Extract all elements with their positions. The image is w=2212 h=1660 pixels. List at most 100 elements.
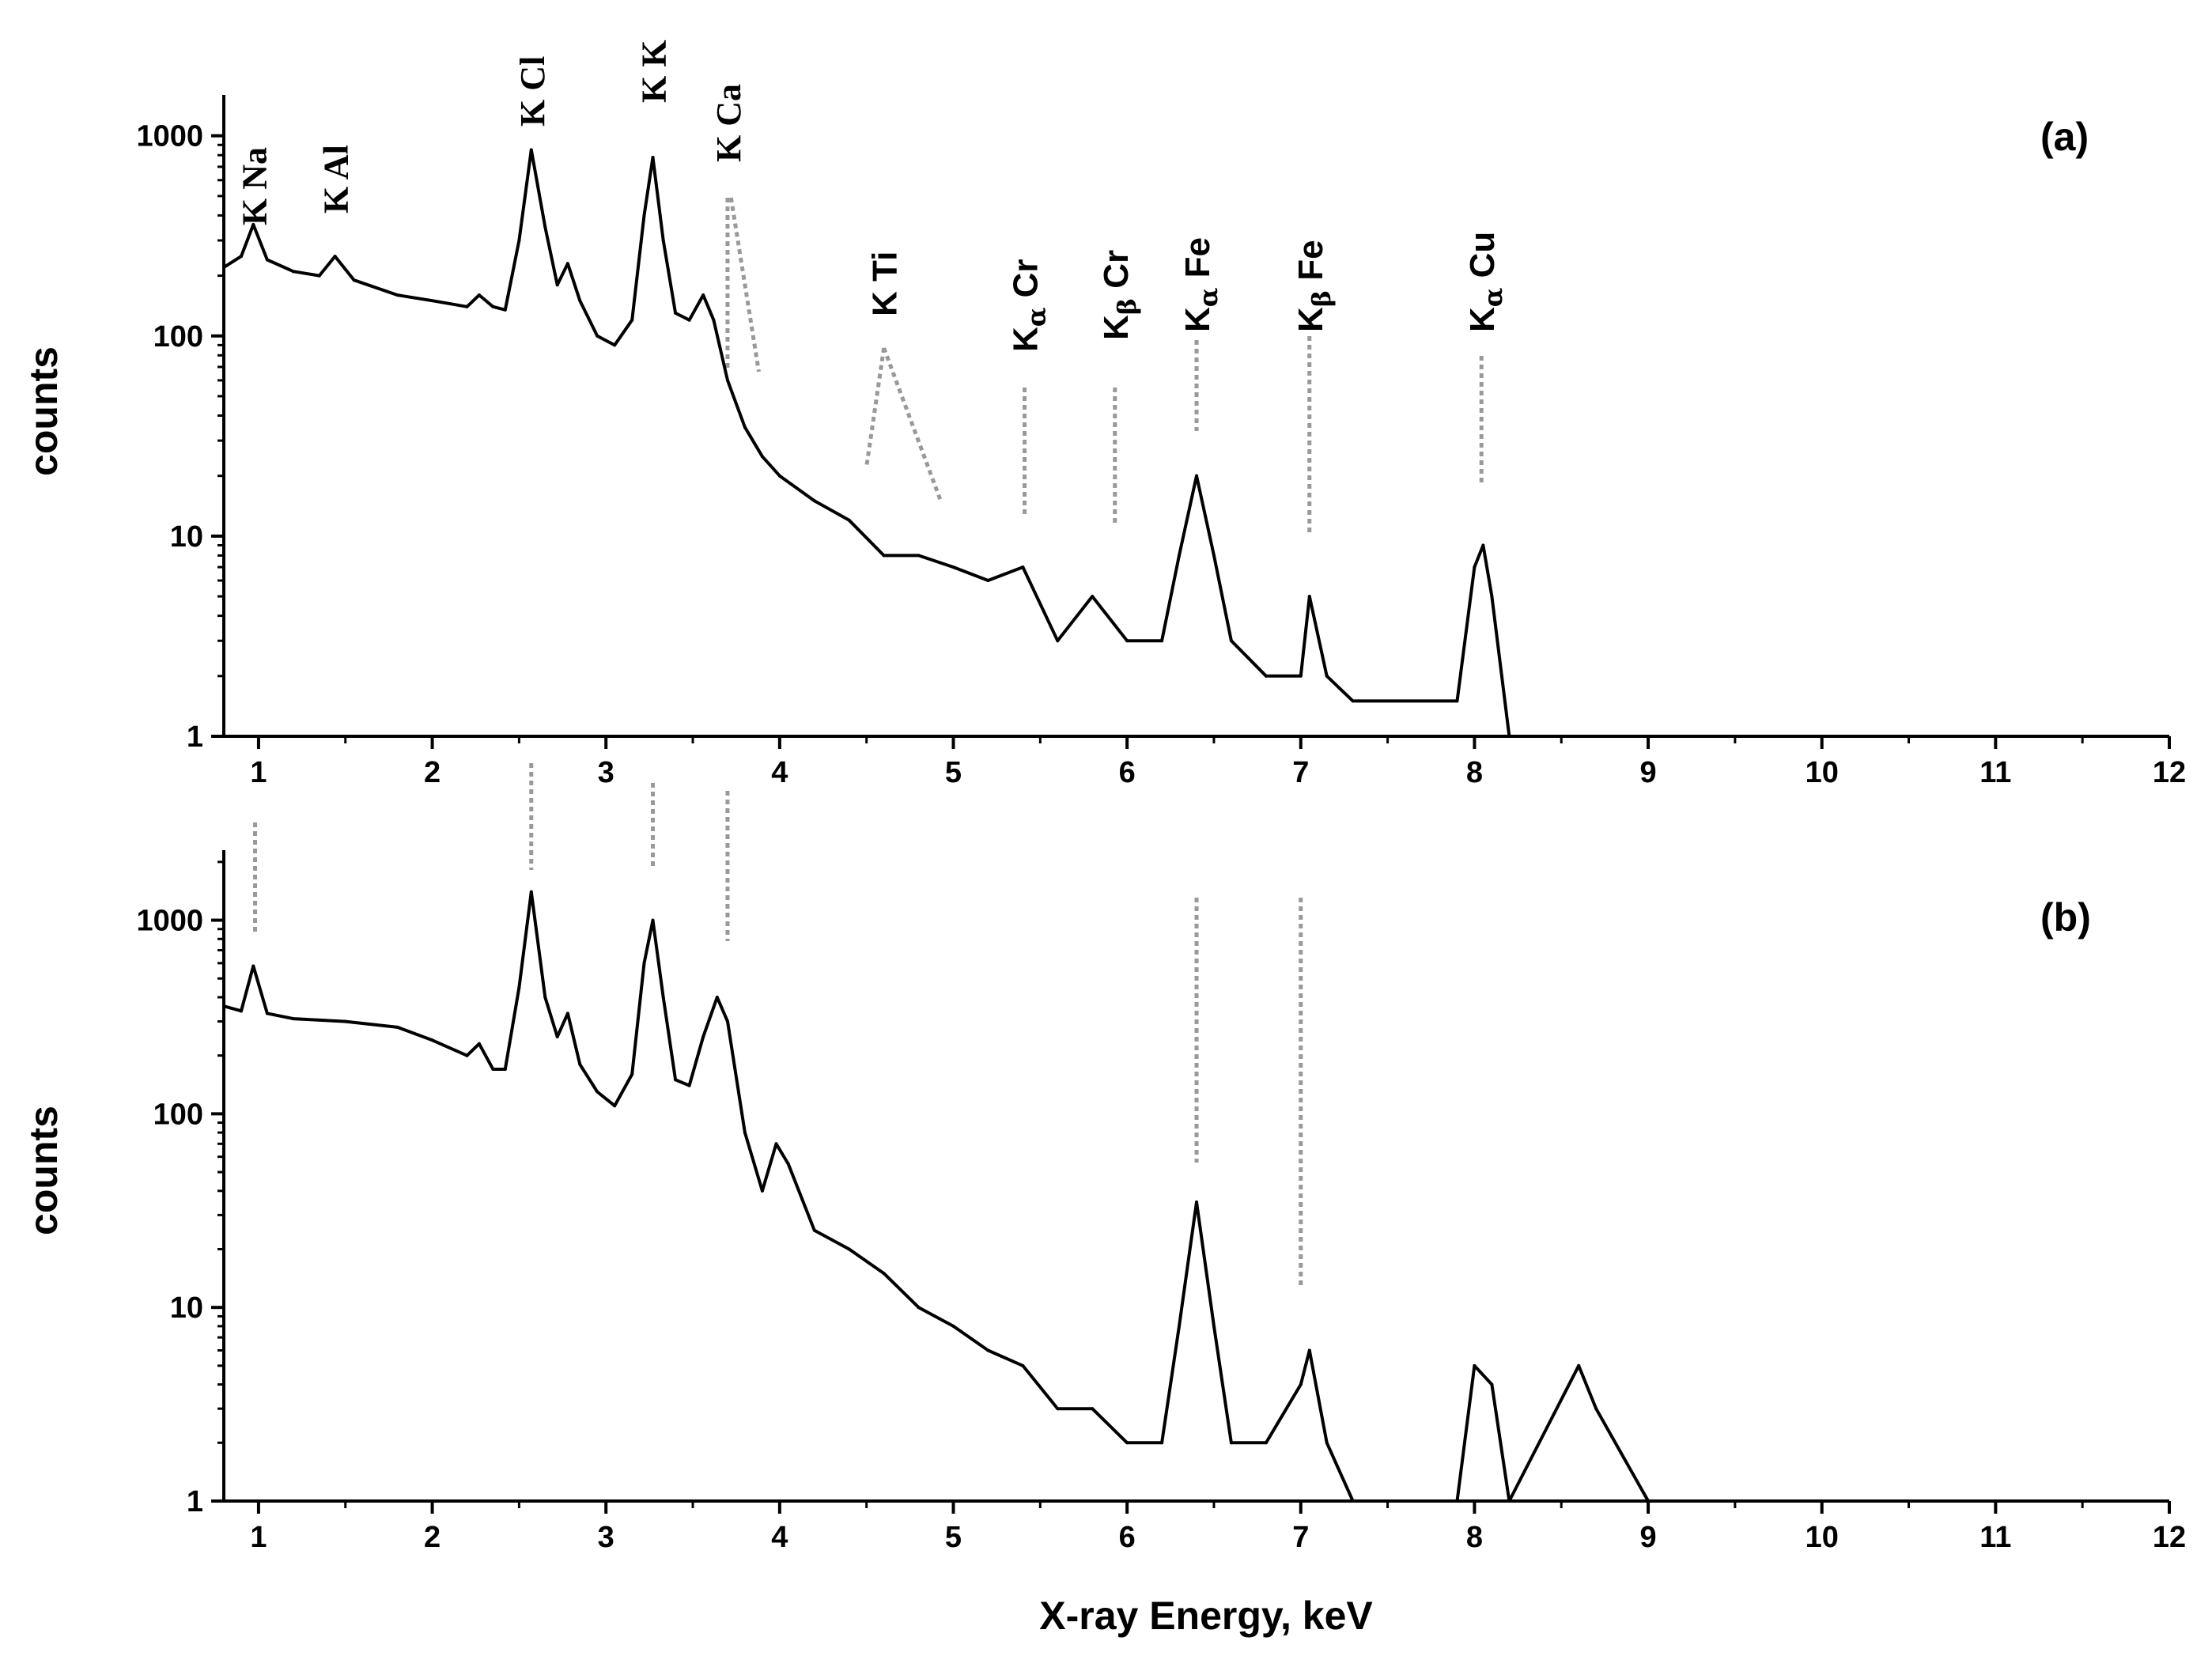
spectrum-point bbox=[1325, 1441, 1329, 1445]
spectrum-point bbox=[477, 293, 481, 297]
y-tick-label: 1 bbox=[187, 1485, 203, 1518]
spectrum-point bbox=[477, 1042, 481, 1046]
spectrum-point bbox=[240, 1009, 243, 1013]
peak-label: K Na bbox=[235, 147, 274, 225]
spectrum-point bbox=[1091, 595, 1095, 599]
spectrum-point bbox=[578, 299, 582, 303]
spectrum-point bbox=[774, 1142, 778, 1146]
spectrum-point bbox=[291, 1017, 295, 1021]
spectrum-point bbox=[543, 225, 547, 229]
spectrum-point bbox=[1507, 735, 1511, 738]
spectrum-point bbox=[503, 308, 507, 312]
spectrum-point bbox=[1178, 554, 1181, 558]
ti-guide-left bbox=[864, 347, 887, 467]
spectrum-point bbox=[1594, 1407, 1598, 1411]
spectrum-point bbox=[555, 283, 559, 287]
spectrum-point bbox=[882, 554, 886, 558]
spectrum-point bbox=[1264, 674, 1268, 678]
y-tick-label: 10 bbox=[170, 520, 203, 554]
spectrum-point bbox=[395, 1025, 399, 1029]
spectrum-point bbox=[1125, 639, 1129, 643]
spectrum-point bbox=[812, 499, 816, 503]
spectrum-point bbox=[343, 1019, 347, 1023]
spectrum-point bbox=[1229, 639, 1233, 643]
panel-a-guide-lines bbox=[725, 197, 1484, 534]
spectrum-point bbox=[1195, 1201, 1198, 1204]
x-tick-label: 12 bbox=[2153, 1521, 2186, 1554]
spectrum-point bbox=[265, 1012, 269, 1015]
peak-label: K Ti bbox=[866, 251, 905, 316]
spectrum-point bbox=[882, 1272, 886, 1276]
peak-label: K Ca bbox=[709, 84, 748, 162]
spectrum-point bbox=[596, 1090, 599, 1094]
spectrum-point bbox=[1647, 1499, 1650, 1503]
panel-b-xlabel: X-ray Energy, keV bbox=[1039, 1594, 1373, 1638]
spectrum-point bbox=[674, 1078, 678, 1082]
spectrum-point bbox=[630, 1072, 634, 1076]
spectrum-point bbox=[1490, 595, 1494, 599]
spectrum-point bbox=[951, 565, 955, 569]
spectrum-point bbox=[1299, 674, 1303, 678]
spectrum-point bbox=[1056, 639, 1060, 643]
spectrum-point bbox=[613, 343, 617, 347]
panel-a-tag: (a) bbox=[2040, 115, 2089, 159]
x-tick-label: 3 bbox=[598, 756, 614, 789]
panel-a-ylabel: counts bbox=[21, 346, 66, 476]
spectrum-point bbox=[465, 1053, 469, 1057]
x-tick-label: 9 bbox=[1640, 1521, 1657, 1554]
spectrum-point bbox=[712, 318, 716, 322]
spectrum-point bbox=[1307, 1348, 1311, 1352]
y-tick-label: 1 bbox=[187, 720, 203, 754]
spectrum-point bbox=[1091, 1407, 1095, 1411]
spectrum-point bbox=[1160, 639, 1164, 643]
x-tick-label: 11 bbox=[1979, 756, 2011, 789]
x-tick-label: 8 bbox=[1466, 1521, 1483, 1554]
spectrum-point bbox=[565, 262, 569, 266]
x-tick-label: 8 bbox=[1466, 756, 1483, 789]
x-tick-label: 5 bbox=[945, 756, 962, 789]
spectrum-point bbox=[917, 554, 921, 558]
spectrum-point bbox=[1481, 543, 1485, 547]
peak-label: Kα Cr bbox=[1007, 259, 1052, 352]
x-tick-label: 11 bbox=[1979, 1521, 2011, 1554]
spectrum-point bbox=[265, 258, 269, 262]
panel-b-series bbox=[222, 890, 1650, 1503]
spectrum-point bbox=[812, 1228, 816, 1232]
panel-a-series bbox=[222, 148, 1511, 738]
panel-b: (b) counts X-ray Energy, keV 1 2 3 4 5 6 7 8 9 10… bbox=[21, 763, 2186, 1638]
spectrum-point bbox=[1455, 1499, 1459, 1503]
spectrum-point bbox=[777, 474, 781, 478]
spectrum-point bbox=[847, 1247, 851, 1251]
spectrum-point bbox=[1325, 674, 1329, 678]
x-tick-label: 7 bbox=[1292, 1521, 1309, 1554]
spectrum-point bbox=[986, 1348, 990, 1352]
spectrum-point bbox=[565, 1012, 569, 1015]
spectrum-point bbox=[430, 1038, 434, 1042]
spectrum-point bbox=[1473, 1363, 1477, 1367]
x-tick-label: 4 bbox=[771, 756, 788, 789]
spectrum-point bbox=[291, 270, 295, 274]
x-tick-label: 6 bbox=[1119, 756, 1136, 789]
x-tick-label: 3 bbox=[598, 1521, 614, 1554]
spectrum-point bbox=[726, 1019, 729, 1023]
spectrum-line-0 bbox=[222, 148, 1511, 737]
spectrum-point bbox=[786, 1162, 790, 1166]
spectrum-point bbox=[743, 1131, 747, 1135]
peak-label: Kβ Cr bbox=[1097, 250, 1142, 340]
spectrum-point bbox=[517, 985, 521, 989]
y-tick-label: 1000 bbox=[136, 905, 203, 938]
spectrum-point bbox=[1490, 1382, 1494, 1386]
peak-label: Kα Cu bbox=[1463, 232, 1508, 332]
spectrum-point bbox=[715, 996, 719, 999]
spectrum-point bbox=[465, 304, 469, 308]
spectrum-point bbox=[661, 996, 665, 999]
spectrum-point bbox=[1473, 565, 1477, 569]
spectrum-point bbox=[333, 255, 337, 259]
spectrum-point bbox=[1351, 1499, 1355, 1503]
spectrum-point bbox=[240, 255, 243, 259]
spectrum-point bbox=[743, 425, 747, 429]
peak-label: Kβ Fe bbox=[1291, 240, 1337, 332]
y-tick-label: 1000 bbox=[136, 120, 203, 153]
spectrum-point bbox=[1455, 699, 1459, 703]
